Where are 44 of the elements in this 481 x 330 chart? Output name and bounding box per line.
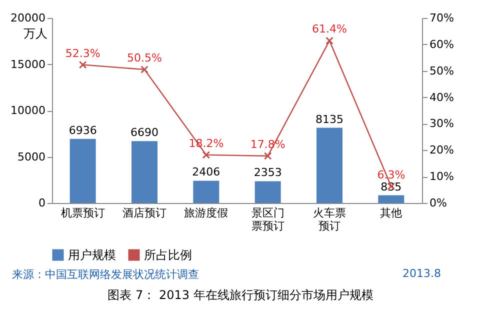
bar bbox=[70, 138, 96, 203]
y2-tick-label: 40% bbox=[430, 90, 454, 104]
y2-tick-label: 60% bbox=[430, 38, 454, 51]
y-tick-label: 15000 bbox=[10, 58, 46, 71]
x-tick-label: 其他 bbox=[380, 206, 402, 220]
y2-tick-label: 70% bbox=[430, 12, 454, 24]
data-label: 6690 bbox=[130, 126, 158, 140]
data-label: 52.3% bbox=[65, 46, 100, 60]
bar bbox=[193, 180, 220, 203]
y2-tick-label: 30% bbox=[430, 117, 454, 130]
x-tick-label: 酒店预订 bbox=[122, 206, 166, 220]
y2-tick-label: 10% bbox=[430, 170, 454, 184]
y-tick-label: 0 bbox=[38, 196, 46, 210]
point bbox=[140, 66, 148, 74]
bar bbox=[254, 181, 281, 203]
bar bbox=[316, 128, 342, 203]
y-axis-title: 万人 bbox=[24, 26, 48, 40]
legend-label: 用户规模 bbox=[68, 248, 116, 262]
data-label: 8135 bbox=[316, 112, 344, 126]
y-tick-label: 20000 bbox=[10, 12, 46, 24]
bar bbox=[132, 141, 158, 203]
y2-tick-label: 20% bbox=[430, 144, 454, 157]
x-tick-label: 机票预订 bbox=[60, 206, 105, 220]
data-label: 50.5% bbox=[127, 52, 162, 65]
legend-label: 所占比例 bbox=[144, 248, 192, 262]
data-label: 61.4% bbox=[312, 22, 347, 36]
data-label: 6936 bbox=[68, 124, 97, 137]
text: 图表 7： 2013 年在线旅行预订细分市场用户规模 bbox=[106, 287, 374, 304]
source-note: 来源：中国互联网络发展状况统计调查 bbox=[12, 267, 199, 282]
point bbox=[78, 60, 87, 69]
x-tick-label: 景区门票预订 bbox=[251, 206, 284, 232]
point bbox=[264, 152, 272, 160]
x-tick-label: 旅游度假 bbox=[184, 206, 228, 220]
x-tick-label: 火车票预订 bbox=[313, 206, 346, 232]
y-tick-label: 5000 bbox=[18, 150, 46, 164]
text: 2013.8 bbox=[402, 267, 441, 280]
y2-tick-label: 50% bbox=[430, 64, 454, 78]
y-tick-label: 10000 bbox=[10, 104, 46, 117]
data-label: 2353 bbox=[254, 166, 282, 180]
point bbox=[326, 36, 334, 45]
point bbox=[202, 150, 210, 159]
y2-tick-label: 0% bbox=[430, 196, 447, 210]
data-label: 2406 bbox=[192, 166, 220, 179]
bar bbox=[378, 195, 404, 203]
